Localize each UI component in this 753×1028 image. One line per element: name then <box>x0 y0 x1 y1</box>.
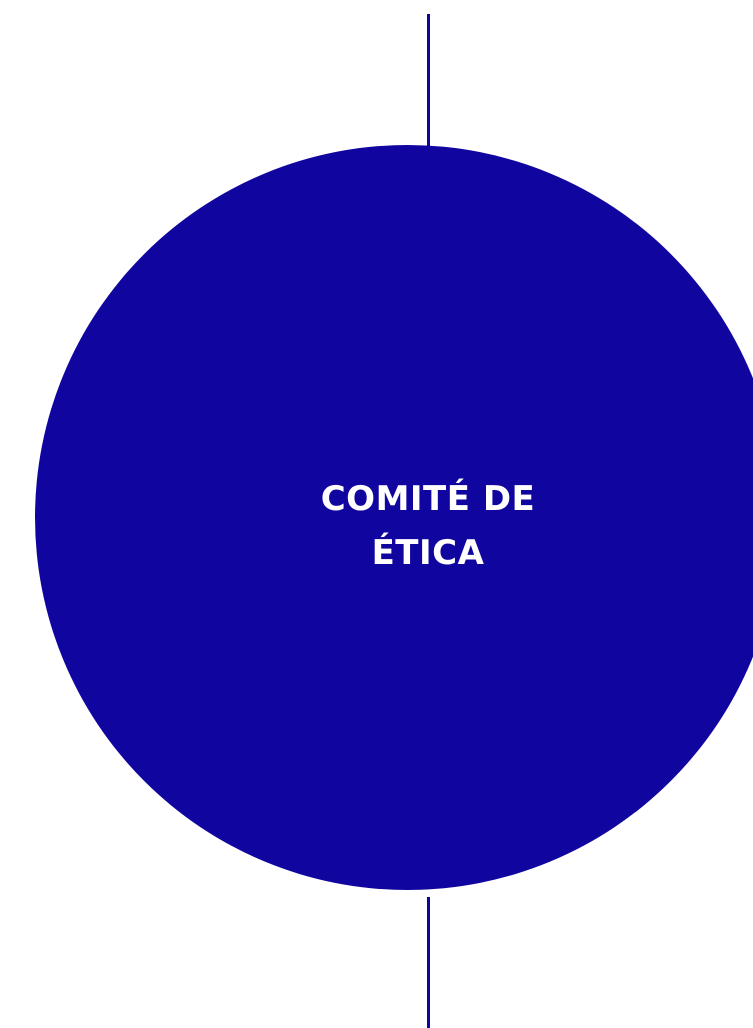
committee-node-label: COMITÉ DE ÉTICA <box>278 472 578 580</box>
committee-label-line2: ÉTICA <box>371 533 485 573</box>
committee-node-circle <box>35 145 753 890</box>
connector-line-top <box>427 14 430 148</box>
connector-line-bottom <box>427 897 430 1028</box>
committee-label-line1: COMITÉ DE <box>320 479 536 519</box>
